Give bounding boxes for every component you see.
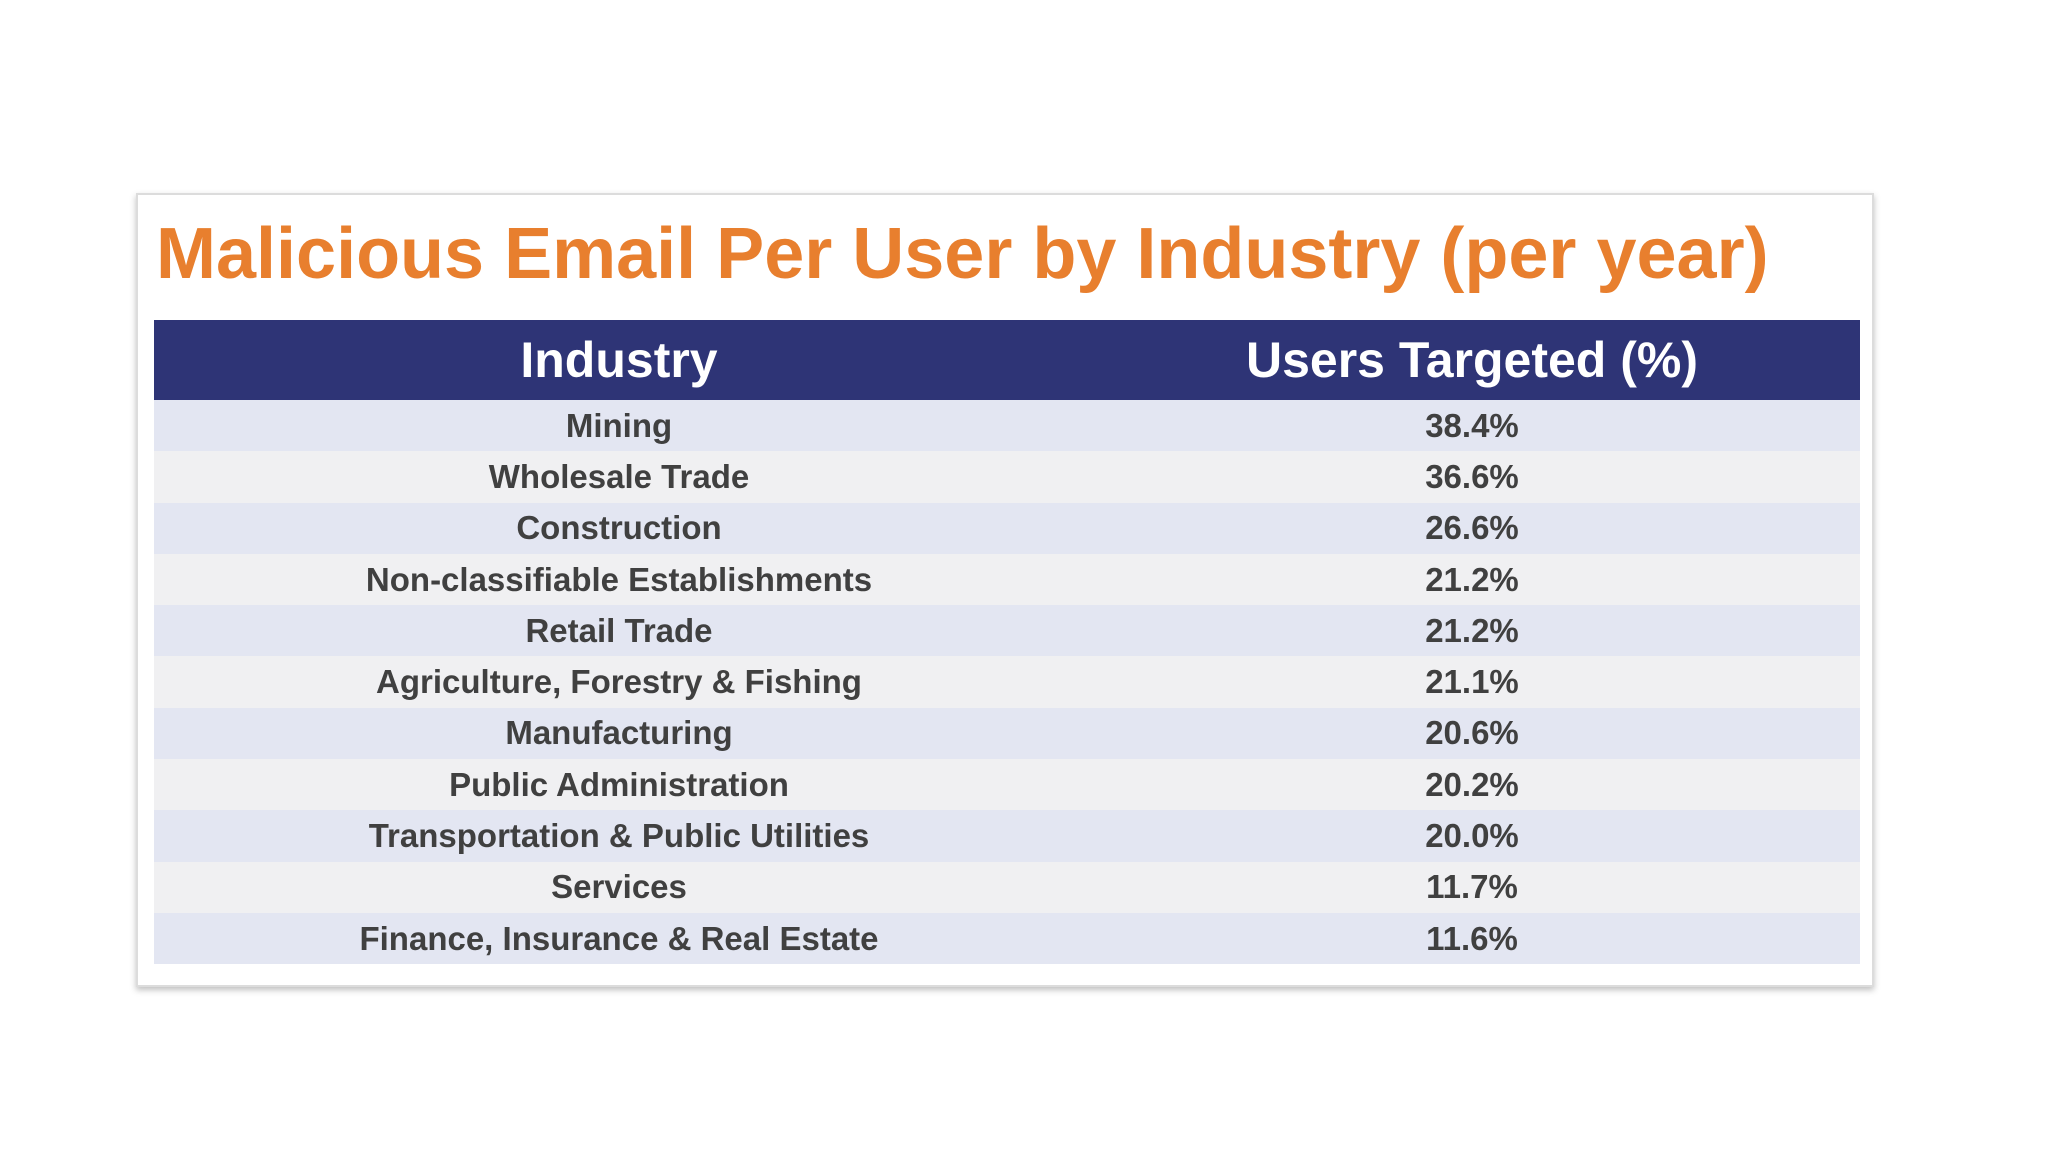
table-row: Retail Trade 21.2% — [154, 605, 1860, 657]
chart-title: Malicious Email Per User by Industry (pe… — [156, 214, 1769, 294]
cell-users-targeted: 11.6% — [1426, 919, 1518, 957]
table-row: Finance, Insurance & Real Estate 11.6% — [154, 912, 1860, 965]
table-row: Non-classifiable Establishments 21.2% — [154, 553, 1860, 606]
cell-industry: Transportation & Public Utilities — [368, 817, 870, 855]
table-row: Public Administration 20.2% — [154, 759, 1860, 811]
cell-users-targeted: 36.6% — [1425, 457, 1519, 495]
cell-industry: Manufacturing — [505, 714, 733, 752]
table-row: Construction 26.6% — [154, 502, 1860, 554]
cell-users-targeted: 20.0% — [1425, 817, 1519, 855]
header-industry: Industry — [520, 332, 718, 388]
cell-industry: Wholesale Trade — [488, 457, 750, 495]
table-row: Transportation & Public Utilities 20.0% — [154, 810, 1860, 862]
cell-industry: Non-classifiable Establishments — [365, 560, 873, 598]
cell-users-targeted: 20.2% — [1425, 765, 1519, 803]
table-body: Mining 38.4% Wholesale Trade 36.6% Construct… — [154, 400, 1860, 965]
chart-card: Malicious Email Per User by Industry (pe… — [136, 193, 1874, 987]
cell-industry: Mining — [565, 406, 673, 444]
cell-industry: Public Administration — [449, 765, 789, 803]
cell-users-targeted: 38.4% — [1425, 406, 1519, 444]
data-table: Industry Users Targeted (%) Mining 38.4% W… — [154, 320, 1860, 965]
table-row: Manufacturing 20.6% — [154, 707, 1860, 760]
cell-industry: Construction — [516, 509, 722, 547]
cell-industry: Finance, Insurance & Real Estate — [359, 919, 879, 957]
table-row: Services 11.7% — [154, 861, 1860, 913]
cell-users-targeted: 21.1% — [1425, 663, 1519, 701]
cell-users-targeted: 20.6% — [1425, 714, 1519, 752]
cell-users-targeted: 11.7% — [1426, 868, 1518, 906]
cell-industry: Retail Trade — [525, 611, 713, 649]
table-header: Industry Users Targeted (%) — [154, 320, 1860, 400]
cell-users-targeted: 21.2% — [1425, 611, 1519, 649]
table-row: Wholesale Trade 36.6% — [154, 451, 1860, 503]
table-row: Mining 38.4% — [154, 400, 1860, 452]
cell-users-targeted: 26.6% — [1425, 509, 1519, 547]
cell-industry: Agriculture, Forestry & Fishing — [376, 663, 862, 701]
cell-users-targeted: 21.2% — [1425, 560, 1519, 598]
cell-industry: Services — [551, 868, 687, 906]
header-users-targeted: Users Targeted (%) — [1246, 332, 1698, 388]
table-row: Agriculture, Forestry & Fishing 21.1% — [154, 656, 1860, 708]
